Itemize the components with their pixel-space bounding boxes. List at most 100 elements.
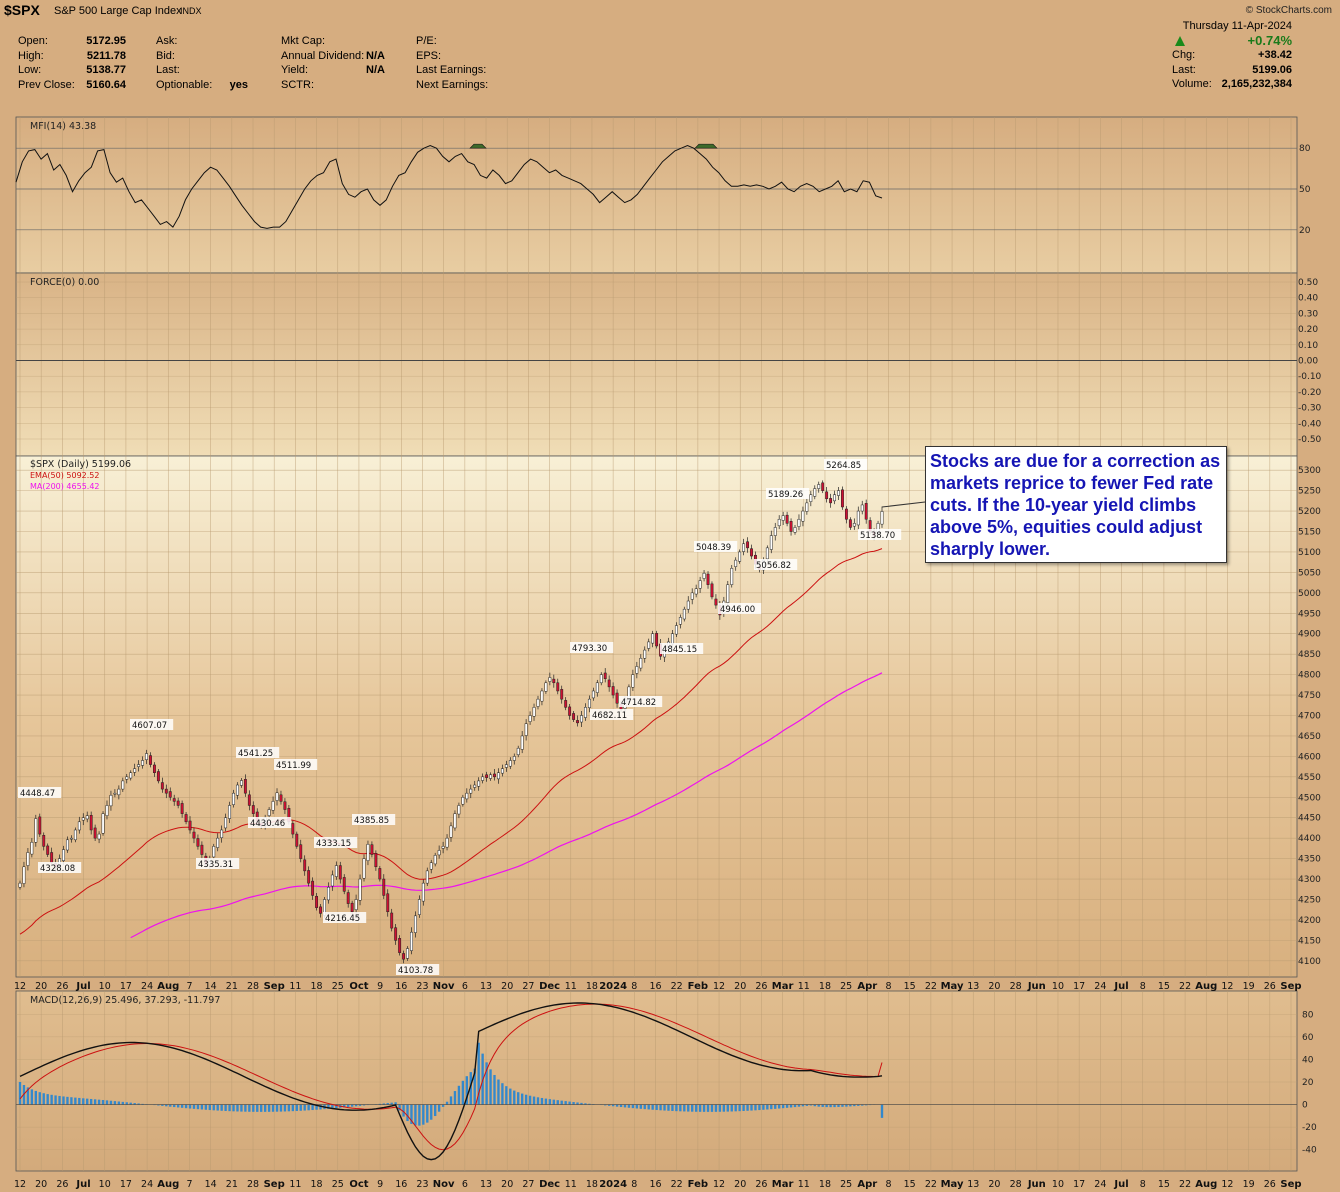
candle [26, 852, 30, 866]
candle [141, 760, 145, 766]
price-annotation: 4511.99 [276, 761, 311, 771]
macd-hist-bar [513, 1090, 516, 1105]
quote-value: yes [229, 78, 248, 91]
candle [18, 882, 22, 888]
macd-hist-bar [271, 1104, 275, 1112]
quote-label: P/E: [416, 35, 437, 47]
quote-row: Yield: N/A [281, 64, 385, 79]
x-tick-label: 23 [416, 1179, 428, 1190]
candle [568, 706, 572, 716]
macd-hist-bar [691, 1104, 694, 1112]
price-label-bg [236, 747, 280, 758]
macd-hist-bar [58, 1095, 61, 1105]
macd-hist-bar [279, 1104, 283, 1112]
force-tick-label: 0.00 [1298, 357, 1318, 367]
x-tick-label: 18 [586, 981, 598, 992]
candle [856, 510, 860, 526]
macd-hist-bar [687, 1104, 690, 1112]
x-tick-label: 10 [1052, 981, 1064, 992]
macd-hist-bar [580, 1102, 583, 1105]
x-tick-label: 25 [332, 1179, 344, 1190]
x-tick-label: Nov [433, 981, 455, 992]
candle [813, 488, 817, 497]
candle [354, 899, 358, 910]
x-tick-label: 8 [885, 981, 891, 992]
candle [841, 489, 844, 508]
x-tick-label: 8 [1140, 1179, 1146, 1190]
macd-hist-bar [675, 1104, 678, 1112]
macd-hist-bar [865, 1104, 868, 1106]
quote-col-5: Chg: +38.42 Last: 5199.06 Volume: 2,165,232,3… [1172, 49, 1292, 93]
candle [342, 877, 346, 892]
macd-hist-bar [176, 1104, 180, 1108]
x-tick-label: 12 [1221, 981, 1233, 992]
candle [694, 588, 698, 595]
candle [512, 756, 516, 761]
quote-row: EPS: [416, 50, 496, 65]
macd-hist-bar [184, 1104, 188, 1109]
x-tick-label: 17 [1073, 1179, 1085, 1190]
macd-hist-bar [402, 1104, 405, 1117]
candle [243, 779, 247, 794]
quote-label: Volume: [1172, 78, 1212, 90]
price-annotation: 4216.45 [325, 914, 360, 924]
candle [101, 813, 105, 834]
macd-hist-bar [588, 1103, 591, 1105]
candle [493, 773, 496, 778]
candle [615, 692, 619, 704]
quote-row: Last: 5199.06 [1172, 64, 1292, 79]
macd-hist-bar [70, 1097, 73, 1105]
candle [844, 508, 848, 520]
candle [125, 776, 129, 780]
x-tick-label: 11 [289, 1179, 301, 1190]
price-label-bg [323, 912, 367, 923]
up-arrow-icon [1174, 34, 1186, 46]
macd-line [19, 1002, 883, 1161]
candle [746, 541, 749, 549]
macd-hist-bar [517, 1092, 520, 1105]
quote-value: N/A [366, 49, 385, 62]
price-annotation: 5048.39 [696, 543, 731, 553]
macd-hist-bar [631, 1104, 635, 1109]
x-tick-label: Jul [1113, 1179, 1128, 1190]
macd-hist-bar [778, 1104, 781, 1109]
x-tick-label: 14 [205, 1179, 217, 1190]
quote-label: High: [18, 49, 44, 62]
macd-hist-bar [66, 1096, 69, 1105]
candle [580, 715, 583, 723]
macd-hist-bar [449, 1096, 453, 1105]
macd-hist-bar [572, 1102, 575, 1105]
candle [528, 715, 532, 722]
quote-row: Chg: +38.42 [1172, 49, 1292, 64]
macd-hist-bar [702, 1104, 706, 1112]
candle [848, 519, 852, 528]
candle [599, 674, 603, 684]
macd-hist-bar [461, 1080, 465, 1105]
candle [267, 809, 271, 816]
candle [303, 859, 307, 872]
change-percent: +0.74% [1247, 33, 1292, 48]
candle [307, 870, 311, 884]
x-tick-label: 18 [311, 1179, 323, 1190]
force-tick-label: -0.40 [1298, 419, 1322, 429]
candle [188, 820, 192, 831]
price-tick-label: 4700 [1298, 712, 1321, 722]
candle [89, 815, 93, 831]
x-tick-label: 27 [522, 1179, 534, 1190]
x-tick-label: Jun [1027, 981, 1046, 992]
price-tick-label: 4250 [1298, 895, 1321, 905]
x-tick-label: 8 [1140, 981, 1146, 992]
quote-label: Low: [18, 64, 42, 76]
x-tick-label: 20 [501, 981, 513, 992]
price-tick-label: 4550 [1298, 773, 1321, 783]
candle [520, 735, 524, 750]
force-tick-label: 0.20 [1298, 325, 1318, 335]
candle [247, 794, 251, 806]
candle [390, 912, 394, 929]
x-tick-label: 15 [1158, 1179, 1170, 1190]
macd-hist-bar [228, 1104, 231, 1112]
macd-hist-bar [232, 1104, 235, 1112]
x-tick-label: Sep [264, 1179, 285, 1190]
price-label-bg [694, 541, 738, 552]
candle [346, 892, 350, 904]
